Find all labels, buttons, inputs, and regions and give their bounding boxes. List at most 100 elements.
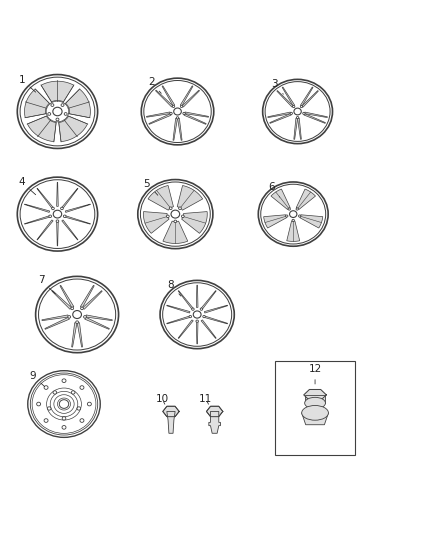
Polygon shape	[205, 305, 228, 313]
Ellipse shape	[290, 112, 293, 115]
Ellipse shape	[44, 386, 48, 390]
Ellipse shape	[73, 311, 81, 319]
Polygon shape	[182, 90, 200, 107]
Bar	[275, 361, 356, 455]
Ellipse shape	[193, 311, 201, 318]
Polygon shape	[300, 87, 313, 106]
Ellipse shape	[53, 391, 57, 394]
Polygon shape	[268, 112, 290, 118]
Polygon shape	[77, 322, 82, 347]
Polygon shape	[304, 114, 325, 123]
Ellipse shape	[68, 316, 71, 318]
Polygon shape	[178, 290, 193, 309]
Polygon shape	[83, 290, 102, 309]
Polygon shape	[163, 406, 179, 417]
Ellipse shape	[51, 104, 54, 107]
Ellipse shape	[53, 107, 62, 116]
Ellipse shape	[64, 215, 66, 217]
Polygon shape	[167, 316, 190, 324]
Ellipse shape	[59, 400, 69, 408]
Ellipse shape	[62, 379, 66, 383]
Polygon shape	[163, 221, 188, 244]
Polygon shape	[294, 118, 298, 139]
Polygon shape	[25, 89, 49, 118]
Polygon shape	[201, 290, 216, 309]
Polygon shape	[72, 322, 77, 347]
Ellipse shape	[52, 207, 54, 209]
Ellipse shape	[61, 104, 64, 107]
Text: 11: 11	[199, 394, 212, 404]
Polygon shape	[270, 114, 291, 123]
Polygon shape	[155, 90, 173, 107]
Ellipse shape	[192, 308, 194, 310]
Ellipse shape	[62, 425, 66, 429]
Ellipse shape	[177, 117, 179, 119]
Polygon shape	[305, 395, 325, 403]
Ellipse shape	[179, 207, 181, 209]
Ellipse shape	[87, 402, 92, 406]
Polygon shape	[66, 89, 90, 118]
Polygon shape	[277, 91, 293, 107]
Ellipse shape	[48, 112, 51, 115]
Polygon shape	[296, 189, 315, 209]
Text: 7: 7	[38, 276, 55, 294]
Polygon shape	[178, 118, 182, 140]
Ellipse shape	[196, 320, 198, 322]
Ellipse shape	[294, 108, 301, 115]
Polygon shape	[57, 222, 58, 246]
Ellipse shape	[189, 316, 191, 318]
Polygon shape	[196, 322, 198, 344]
Text: 3: 3	[272, 79, 283, 94]
Text: 4: 4	[18, 177, 35, 195]
Polygon shape	[205, 316, 228, 324]
Polygon shape	[162, 86, 175, 106]
Polygon shape	[167, 305, 190, 313]
Ellipse shape	[170, 112, 172, 115]
Text: 8: 8	[168, 280, 181, 296]
Polygon shape	[206, 406, 223, 417]
Polygon shape	[59, 116, 88, 142]
Polygon shape	[302, 91, 318, 107]
Ellipse shape	[53, 210, 62, 218]
Ellipse shape	[64, 112, 67, 115]
Ellipse shape	[200, 308, 203, 310]
Polygon shape	[37, 188, 53, 208]
Polygon shape	[85, 317, 110, 329]
Ellipse shape	[300, 106, 303, 108]
Polygon shape	[264, 215, 286, 228]
Polygon shape	[196, 285, 198, 308]
Polygon shape	[178, 320, 193, 338]
Polygon shape	[302, 413, 328, 425]
Polygon shape	[146, 112, 170, 117]
Polygon shape	[45, 317, 69, 329]
Polygon shape	[65, 216, 90, 224]
Polygon shape	[80, 285, 94, 308]
Polygon shape	[86, 315, 112, 321]
Ellipse shape	[303, 112, 305, 115]
Polygon shape	[201, 320, 216, 338]
Polygon shape	[297, 118, 301, 139]
Ellipse shape	[299, 215, 301, 217]
Polygon shape	[148, 185, 173, 210]
Polygon shape	[180, 86, 193, 106]
Polygon shape	[25, 204, 49, 213]
Ellipse shape	[56, 220, 59, 222]
Polygon shape	[182, 212, 207, 233]
Ellipse shape	[166, 215, 169, 217]
Ellipse shape	[174, 108, 181, 115]
Ellipse shape	[76, 321, 78, 324]
Ellipse shape	[84, 316, 86, 318]
Ellipse shape	[203, 316, 205, 318]
Polygon shape	[282, 87, 295, 106]
Ellipse shape	[56, 118, 59, 121]
Polygon shape	[25, 216, 49, 224]
Ellipse shape	[172, 105, 175, 108]
Polygon shape	[41, 81, 74, 102]
Ellipse shape	[290, 211, 297, 217]
Text: 10: 10	[155, 394, 169, 404]
Polygon shape	[304, 112, 328, 118]
Polygon shape	[28, 116, 56, 142]
Text: 2: 2	[148, 77, 161, 93]
Polygon shape	[177, 185, 203, 210]
Ellipse shape	[80, 386, 84, 390]
